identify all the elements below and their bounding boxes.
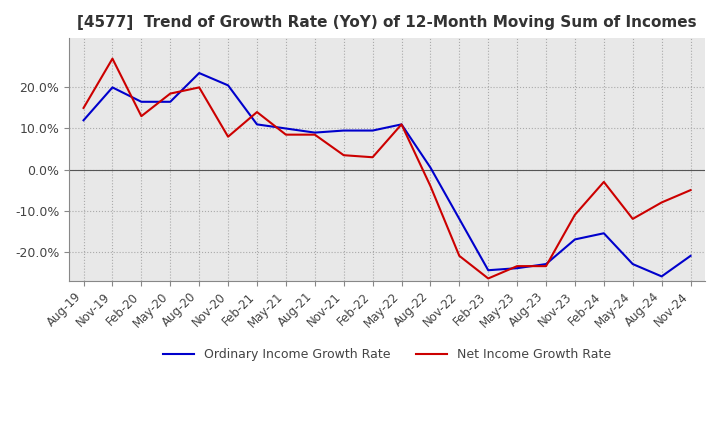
- Net Income Growth Rate: [657, 200, 666, 205]
- Ordinary Income Growth Rate: [629, 261, 637, 267]
- Ordinary Income Growth Rate: [657, 274, 666, 279]
- Net Income Growth Rate: [686, 187, 695, 193]
- Ordinary Income Growth Rate: [79, 117, 88, 123]
- Net Income Growth Rate: [629, 216, 637, 221]
- Net Income Growth Rate: [79, 105, 88, 110]
- Ordinary Income Growth Rate: [455, 216, 464, 221]
- Ordinary Income Growth Rate: [397, 122, 406, 127]
- Ordinary Income Growth Rate: [310, 130, 319, 135]
- Title: [4577]  Trend of Growth Rate (YoY) of 12-Month Moving Sum of Incomes: [4577] Trend of Growth Rate (YoY) of 12-…: [77, 15, 697, 30]
- Net Income Growth Rate: [195, 85, 204, 90]
- Net Income Growth Rate: [397, 122, 406, 127]
- Ordinary Income Growth Rate: [137, 99, 145, 104]
- Ordinary Income Growth Rate: [484, 268, 492, 273]
- Net Income Growth Rate: [571, 212, 580, 217]
- Ordinary Income Growth Rate: [686, 253, 695, 258]
- Legend: Ordinary Income Growth Rate, Net Income Growth Rate: Ordinary Income Growth Rate, Net Income …: [158, 343, 616, 367]
- Net Income Growth Rate: [108, 56, 117, 61]
- Net Income Growth Rate: [137, 114, 145, 119]
- Net Income Growth Rate: [253, 110, 261, 115]
- Net Income Growth Rate: [484, 276, 492, 281]
- Net Income Growth Rate: [282, 132, 290, 137]
- Line: Ordinary Income Growth Rate: Ordinary Income Growth Rate: [84, 73, 690, 276]
- Net Income Growth Rate: [455, 253, 464, 258]
- Net Income Growth Rate: [166, 91, 174, 96]
- Line: Net Income Growth Rate: Net Income Growth Rate: [84, 59, 690, 279]
- Ordinary Income Growth Rate: [513, 266, 521, 271]
- Ordinary Income Growth Rate: [224, 83, 233, 88]
- Net Income Growth Rate: [600, 179, 608, 184]
- Net Income Growth Rate: [310, 132, 319, 137]
- Ordinary Income Growth Rate: [600, 231, 608, 236]
- Net Income Growth Rate: [224, 134, 233, 139]
- Ordinary Income Growth Rate: [253, 122, 261, 127]
- Net Income Growth Rate: [339, 153, 348, 158]
- Net Income Growth Rate: [426, 183, 435, 189]
- Net Income Growth Rate: [513, 264, 521, 269]
- Ordinary Income Growth Rate: [368, 128, 377, 133]
- Net Income Growth Rate: [541, 264, 550, 269]
- Ordinary Income Growth Rate: [282, 126, 290, 131]
- Ordinary Income Growth Rate: [339, 128, 348, 133]
- Net Income Growth Rate: [368, 154, 377, 160]
- Ordinary Income Growth Rate: [195, 70, 204, 76]
- Ordinary Income Growth Rate: [108, 85, 117, 90]
- Ordinary Income Growth Rate: [541, 261, 550, 267]
- Ordinary Income Growth Rate: [166, 99, 174, 104]
- Ordinary Income Growth Rate: [426, 165, 435, 170]
- Ordinary Income Growth Rate: [571, 237, 580, 242]
